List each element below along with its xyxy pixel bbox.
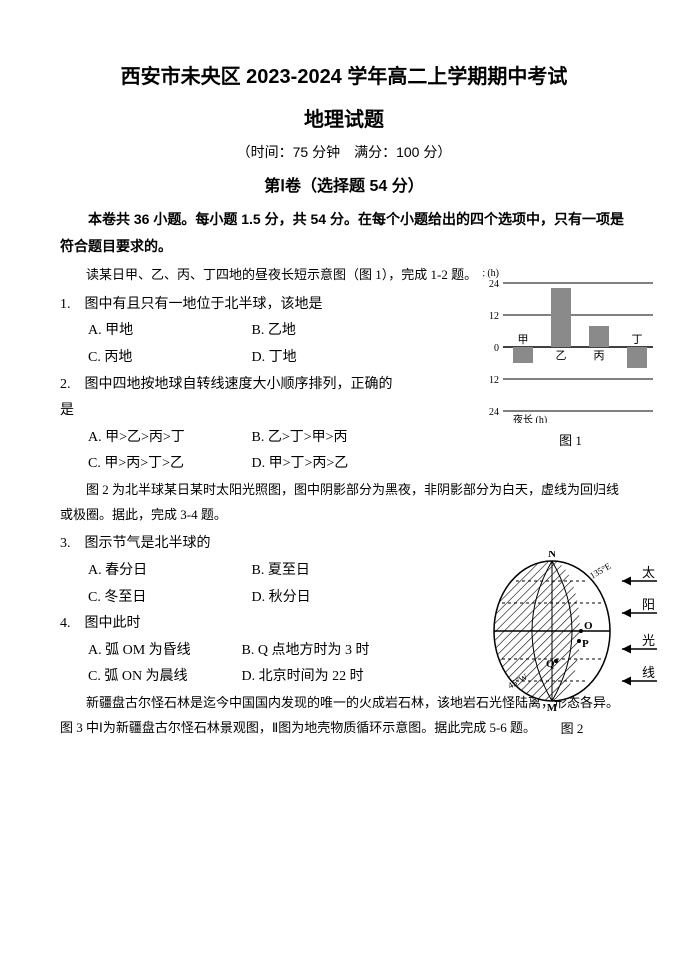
svg-text:丁: 丁 xyxy=(632,334,643,346)
svg-text:丙: 丙 xyxy=(594,350,605,362)
q2-opt-d: D. 甲>丁>丙>乙 xyxy=(252,451,412,478)
q2-opt-c: C. 甲>丙>丁>乙 xyxy=(88,451,248,478)
svg-text:P: P xyxy=(582,638,589,650)
figure-1-caption: 图 1 xyxy=(483,430,658,449)
q4-opt-d: D. 北京时间为 22 时 xyxy=(242,664,364,691)
q2-stem-a: 2. 图中四地按地球自转线速度大小顺序排列，正确的 xyxy=(60,372,450,399)
q4-opt-b: B. Q 点地方时为 3 时 xyxy=(242,638,370,665)
section-title: 第Ⅰ卷（选择题 54 分） xyxy=(60,172,628,196)
q3-opt-d: D. 秋分日 xyxy=(252,585,412,612)
figure-1: 昼长 (h) 24 12 0 12 24 夜长 (h) 甲 乙 丙 丁 xyxy=(483,263,658,449)
svg-text:12: 12 xyxy=(489,375,499,386)
svg-text:135°E: 135°E xyxy=(588,561,613,581)
q1-opt-c: C. 丙地 xyxy=(88,345,248,372)
svg-text:昼长 (h): 昼长 (h) xyxy=(483,267,499,279)
q4-opt-c: C. 弧 ON 为晨线 xyxy=(88,664,238,691)
svg-text:12: 12 xyxy=(489,311,499,322)
title-subject: 地理试题 xyxy=(60,103,628,132)
figure-2: N M O P Q 135°E 45°W 太 阳 光 线 xyxy=(482,551,662,737)
section-instruction: 本卷共 36 小题。每小题 1.5 分，共 54 分。在每个小题给出的四个选项中… xyxy=(60,206,628,259)
svg-text:太: 太 xyxy=(642,565,655,580)
q1-opt-b: B. 乙地 xyxy=(252,318,412,345)
svg-text:Q: Q xyxy=(546,658,555,670)
svg-text:线: 线 xyxy=(642,665,655,680)
svg-text:光: 光 xyxy=(642,633,655,648)
title-main: 西安市未央区 2023-2024 学年高二上学期期中考试 xyxy=(60,60,628,89)
q3-opt-c: C. 冬至日 xyxy=(88,585,248,612)
svg-text:M: M xyxy=(547,702,558,711)
q2-opt-a: A. 甲>乙>丙>丁 xyxy=(88,425,248,452)
q3-opt-a: A. 春分日 xyxy=(88,558,248,585)
svg-text:O: O xyxy=(584,620,593,632)
svg-text:0: 0 xyxy=(494,343,499,354)
q3-opt-b: B. 夏至日 xyxy=(252,558,412,585)
content-area: 昼长 (h) 24 12 0 12 24 夜长 (h) 甲 乙 丙 丁 xyxy=(60,263,628,740)
svg-text:乙: 乙 xyxy=(556,349,567,362)
q1-opt-d: D. 丁地 xyxy=(252,345,412,372)
svg-text:甲: 甲 xyxy=(518,334,529,346)
passage-2: 图 2 为北半球某日某时太阳光照图，图中阴影部分为黑夜，非阴影部分为白天，虚线为… xyxy=(60,478,628,527)
q2-opt-b: B. 乙>丁>甲>丙 xyxy=(252,425,412,452)
q4-opt-a: A. 弧 OM 为昏线 xyxy=(88,638,238,665)
exam-page: 西安市未央区 2023-2024 学年高二上学期期中考试 地理试题 （时间：75… xyxy=(0,0,688,971)
svg-text:24: 24 xyxy=(489,279,499,290)
svg-text:24: 24 xyxy=(489,407,499,418)
exam-meta: （时间：75 分钟 满分：100 分） xyxy=(60,142,628,162)
svg-text:阳: 阳 xyxy=(642,597,655,612)
chart-icon: 昼长 (h) 24 12 0 12 24 夜长 (h) 甲 乙 丙 丁 xyxy=(483,263,658,423)
q1-opt-a: A. 甲地 xyxy=(88,318,248,345)
q1-stem: 1. 图中有且只有一地位于北半球，该地是 xyxy=(60,292,440,319)
svg-text:夜长 (h): 夜长 (h) xyxy=(513,413,547,423)
globe-icon: N M O P Q 135°E 45°W 太 阳 光 线 xyxy=(482,551,662,711)
svg-text:N: N xyxy=(548,551,556,560)
figure-2-caption: 图 2 xyxy=(482,718,662,737)
